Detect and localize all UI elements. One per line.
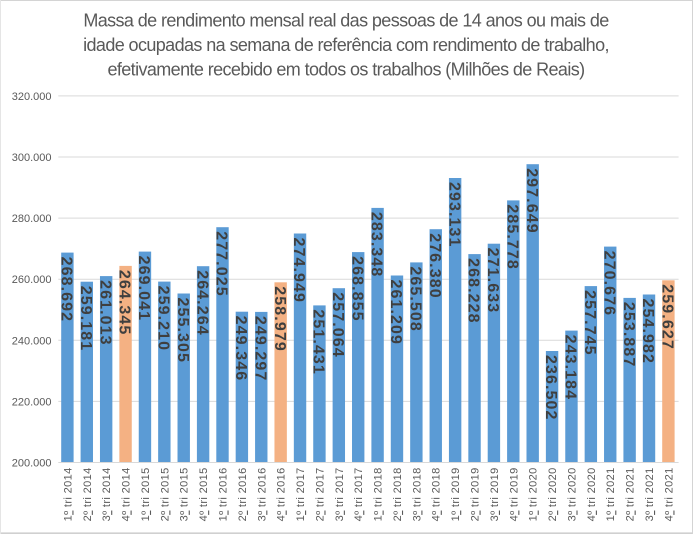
svg-text:274.949: 274.949 — [290, 238, 307, 304]
svg-text:2º tri 2021: 2º tri 2021 — [625, 467, 637, 521]
svg-text:264.345: 264.345 — [116, 270, 133, 336]
svg-text:259.627: 259.627 — [659, 284, 676, 350]
svg-text:271.633: 271.633 — [484, 248, 501, 314]
svg-text:277.025: 277.025 — [213, 231, 230, 297]
svg-text:236.502: 236.502 — [542, 355, 559, 421]
svg-text:3º tri 2021: 3º tri 2021 — [644, 467, 656, 521]
svg-text:257.064: 257.064 — [329, 292, 346, 358]
svg-text:220.000: 220.000 — [12, 396, 52, 408]
svg-text:4º tri 2021: 4º tri 2021 — [663, 467, 675, 521]
svg-text:254.982: 254.982 — [639, 299, 656, 365]
svg-text:2º tri 2016: 2º tri 2016 — [237, 467, 249, 521]
svg-text:2º tri 2019: 2º tri 2019 — [470, 467, 482, 521]
svg-text:1º tri 2018: 1º tri 2018 — [373, 467, 385, 521]
svg-text:3º tri 2019: 3º tri 2019 — [489, 467, 501, 521]
svg-text:Massa de rendimento mensal rea: Massa de rendimento mensal real das pess… — [83, 11, 609, 31]
svg-text:255.305: 255.305 — [174, 298, 191, 364]
svg-text:2º tri 2020: 2º tri 2020 — [547, 467, 559, 521]
svg-text:240.000: 240.000 — [12, 335, 52, 347]
svg-text:1º tri 2015: 1º tri 2015 — [140, 467, 152, 521]
svg-text:3º tri 2015: 3º tri 2015 — [179, 467, 191, 521]
svg-text:259.210: 259.210 — [154, 286, 171, 352]
svg-text:1º tri 2021: 1º tri 2021 — [605, 467, 617, 521]
svg-text:265.508: 265.508 — [407, 266, 424, 332]
svg-text:264.264: 264.264 — [193, 270, 210, 336]
svg-text:1º tri 2014: 1º tri 2014 — [62, 467, 74, 521]
svg-text:251.431: 251.431 — [310, 309, 327, 375]
svg-text:300.000: 300.000 — [12, 152, 52, 164]
svg-text:320.000: 320.000 — [12, 91, 52, 103]
svg-text:259.181: 259.181 — [77, 286, 94, 352]
svg-text:268.692: 268.692 — [58, 257, 75, 323]
svg-text:3º tri 2017: 3º tri 2017 — [334, 467, 346, 521]
svg-text:4º tri 2015: 4º tri 2015 — [198, 467, 210, 521]
svg-text:280.000: 280.000 — [12, 213, 52, 225]
svg-text:idade ocupadas na semana de re: idade ocupadas na semana de referência c… — [83, 35, 609, 55]
svg-text:249.297: 249.297 — [251, 316, 268, 382]
svg-text:4º tri 2018: 4º tri 2018 — [431, 467, 443, 521]
svg-text:3º tri 2018: 3º tri 2018 — [411, 467, 423, 521]
svg-text:3º tri 2020: 3º tri 2020 — [566, 467, 578, 521]
svg-text:4º tri 2017: 4º tri 2017 — [353, 467, 365, 521]
svg-text:2º tri 2018: 2º tri 2018 — [392, 467, 404, 521]
svg-text:4º tri 2020: 4º tri 2020 — [586, 467, 598, 521]
svg-text:297.649: 297.649 — [523, 168, 540, 234]
svg-text:200.000: 200.000 — [12, 458, 52, 470]
svg-text:257.745: 257.745 — [581, 290, 598, 356]
svg-text:260.000: 260.000 — [12, 274, 52, 286]
svg-text:1º tri 2019: 1º tri 2019 — [450, 467, 462, 521]
svg-text:2º tri 2014: 2º tri 2014 — [82, 467, 94, 521]
svg-text:4º tri 2016: 4º tri 2016 — [276, 467, 288, 521]
svg-text:efetivamente recebido em todos: efetivamente recebido em todos os trabal… — [107, 59, 584, 79]
svg-text:268.855: 268.855 — [348, 256, 365, 322]
svg-text:285.778: 285.778 — [503, 204, 520, 270]
svg-text:270.676: 270.676 — [600, 251, 617, 317]
svg-text:249.346: 249.346 — [232, 316, 249, 382]
svg-text:261.209: 261.209 — [387, 280, 404, 346]
svg-text:4º tri 2019: 4º tri 2019 — [508, 467, 520, 521]
svg-text:276.380: 276.380 — [426, 233, 443, 299]
svg-text:253.887: 253.887 — [620, 302, 637, 368]
svg-text:293.131: 293.131 — [445, 182, 462, 248]
svg-text:268.228: 268.228 — [465, 258, 482, 324]
svg-text:1º tri 2016: 1º tri 2016 — [218, 467, 230, 521]
svg-text:3º tri 2014: 3º tri 2014 — [101, 467, 113, 521]
svg-text:1º tri 2017: 1º tri 2017 — [295, 467, 307, 521]
svg-text:2º tri 2017: 2º tri 2017 — [314, 467, 326, 521]
svg-text:4º tri 2014: 4º tri 2014 — [121, 467, 133, 521]
svg-text:258.979: 258.979 — [271, 286, 288, 352]
svg-text:243.184: 243.184 — [562, 335, 579, 401]
svg-text:261.013: 261.013 — [96, 280, 113, 346]
svg-text:2º tri 2015: 2º tri 2015 — [159, 467, 171, 521]
svg-text:3º tri 2016: 3º tri 2016 — [256, 467, 268, 521]
svg-text:269.041: 269.041 — [135, 256, 152, 322]
svg-text:283.348: 283.348 — [368, 212, 385, 278]
svg-text:1º tri 2020: 1º tri 2020 — [528, 467, 540, 521]
